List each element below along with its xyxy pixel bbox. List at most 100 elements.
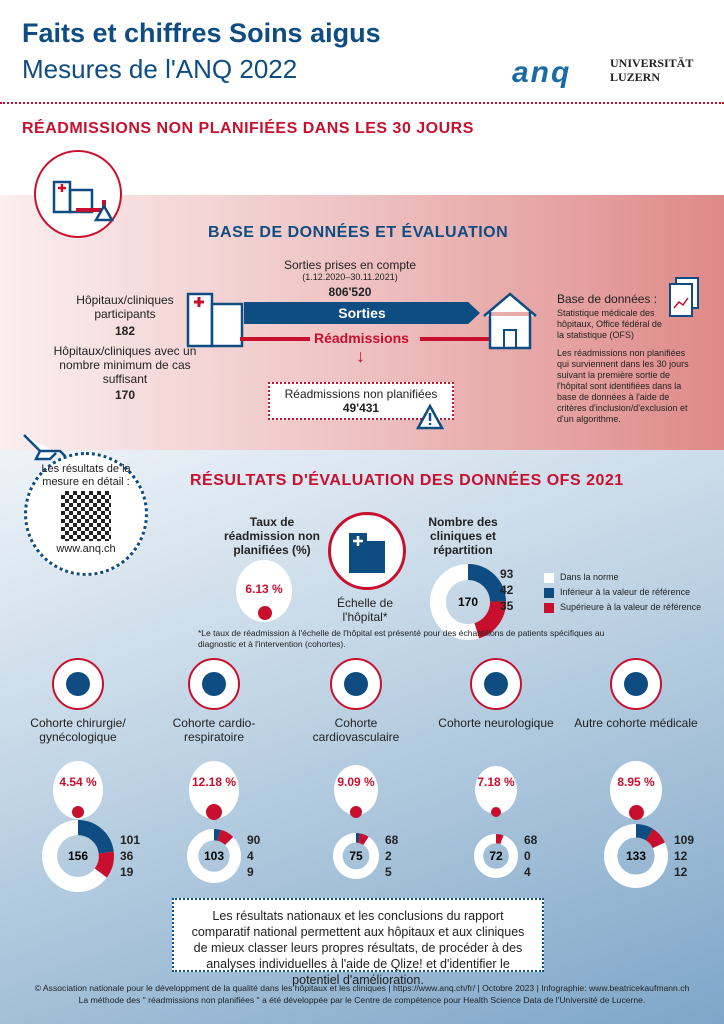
hand-pointer-icon: [20, 425, 72, 469]
qr-panel[interactable]: Les résultats de la mesure en détail : w…: [24, 452, 148, 576]
cohort-values: 101 36 19: [120, 832, 140, 880]
cohort-1-total: 103: [204, 849, 224, 863]
cohort-donut: 75: [331, 831, 381, 886]
cohort-0-segment-above: [94, 851, 114, 878]
cohort-0-segment-norm: [42, 820, 107, 892]
sorties-label: Sorties prises en compte: [283, 258, 417, 272]
value-norm: 68: [524, 833, 538, 847]
cohort-2-total: 75: [349, 849, 363, 863]
value-above: 5: [385, 865, 392, 879]
value-norm: 109: [674, 833, 695, 847]
legend-swatch: [544, 587, 554, 598]
value-below: 2: [385, 849, 392, 863]
legend-item-norm: Dans la norme: [544, 570, 701, 585]
cohort-3-segment-above: [495, 834, 504, 845]
cohort-rate-dot: [628, 804, 644, 820]
qr-url[interactable]: www.anq.ch: [56, 543, 116, 555]
cohort-3-total: 72: [489, 849, 503, 863]
value-norm: 93: [500, 567, 514, 581]
uterus-scalpel-icon: [52, 658, 104, 710]
cohort-donut: 103: [185, 827, 243, 890]
value-norm: 90: [247, 833, 261, 847]
heart-lungs-icon: [188, 658, 240, 710]
footer-line1: © Association nationale pour le développ…: [34, 983, 690, 993]
main-segment-below: [467, 564, 506, 603]
cohort-3-donut-svg: 72: [474, 834, 518, 878]
main-segment-above: [473, 601, 506, 639]
hospital-warning-icon: [34, 150, 122, 238]
rate-dot: [258, 606, 272, 620]
cohort-rate-dot: [350, 806, 362, 818]
value-norm: 68: [385, 833, 399, 847]
db-title: Base de données :: [557, 292, 658, 306]
house-icon: [483, 292, 537, 350]
cohort-values: 90 4 9: [247, 832, 260, 880]
value-above: 9: [247, 865, 254, 879]
period: (1.12.2020–30.11.2021): [302, 272, 398, 282]
cohort-label: Autre cohorte médicale: [574, 716, 698, 730]
cohort-values: 109 12 12: [674, 832, 694, 880]
heart-icon: [330, 658, 382, 710]
value-above: 4: [524, 865, 531, 879]
sorties-value: 806'520: [328, 285, 372, 299]
cohort-0-total: 156: [68, 849, 88, 863]
page-title: Faits et chiffres Soins aigus: [22, 18, 381, 48]
cohort-values: 68 2 5: [385, 832, 398, 880]
brain-icon: [470, 658, 522, 710]
value-above: 19: [120, 865, 134, 879]
rate-title: Taux de réadmission non planifiées (%): [223, 515, 321, 557]
unplanned-label: Réadmissions non planifiées: [284, 387, 438, 401]
unplanned-value: 49'431: [342, 401, 380, 415]
cohort-1-donut-svg: 103: [187, 829, 241, 883]
readmissions-line-right: [420, 337, 490, 341]
db-text: Les réadmissions non planifiées qui surv…: [557, 348, 689, 424]
cohort-rate-dot: [72, 806, 84, 818]
db-source: Statistique médicale des hôpitaux, Offic…: [557, 308, 662, 340]
cohort-label: Cohorte chirurgie/ gynécologique: [30, 716, 126, 744]
cohort-rate-dot: [206, 804, 222, 820]
main-segment-norm: [430, 564, 480, 640]
unplanned-box: Réadmissions non planifiées 49'431: [268, 382, 454, 420]
cohort-label: Cohorte neurologique: [438, 716, 554, 730]
cohort-rate: 9.09 %: [337, 775, 375, 789]
min-cases-label: Hôpitaux/cliniques avec un nombre minimu…: [53, 344, 197, 386]
info-box: Les résultats nationaux et les conclusio…: [172, 898, 544, 987]
down-arrow-icon: ↓: [356, 346, 365, 366]
cohort-1-segment-above: [217, 829, 234, 846]
cohort-donut: 72: [472, 832, 520, 885]
legend-swatch: [544, 602, 554, 613]
main-donut-values: 93 42 35: [500, 566, 513, 614]
cohort-rate: 8.95 %: [617, 775, 655, 789]
cohort-2-donut-svg: 75: [333, 833, 379, 879]
legend-label: Inférieur à la valeur de référence: [560, 587, 691, 597]
legend-item-above: Supérieure à la valeur de référence: [544, 600, 701, 615]
value-below: 4: [247, 849, 254, 863]
value-below: 12: [674, 849, 688, 863]
university-logo: UNIVERSITÄT LUZERN: [610, 56, 694, 84]
cohort-values: 68 0 4: [524, 832, 537, 880]
hospital-scale-icon: [328, 512, 406, 590]
cohort-3-segment-norm: [474, 834, 518, 878]
cohort-label: Cohorte cardiovasculaire: [312, 716, 400, 744]
cohort-donut: 156: [40, 818, 116, 899]
page-subtitle: Mesures de l'ANQ 2022: [22, 54, 298, 84]
legend-swatch: [544, 572, 554, 583]
cohort-4-segment-norm: [604, 824, 668, 888]
section-subtitle-database: BASE DE DONNÉES ET ÉVALUATION: [208, 224, 509, 241]
cohort-rate-bubble: [475, 766, 517, 814]
cohort-1-segment-below: [213, 829, 221, 841]
participants-label: Hôpitaux/cliniques participants: [76, 293, 174, 321]
cohort-label: Cohorte cardio-respiratoire: [172, 716, 256, 744]
divider: [0, 102, 724, 104]
qr-label: Les résultats de la mesure en détail :: [41, 463, 131, 488]
participants-value: 182: [114, 324, 136, 338]
value-below: 0: [524, 849, 531, 863]
cohort-2-segment-above: [357, 833, 369, 846]
cohort-1-segment-norm: [187, 829, 241, 883]
legend-label: Dans la norme: [560, 572, 619, 582]
hospital-icon: [186, 292, 244, 348]
cohort-0-donut-svg: 156: [42, 820, 114, 892]
anq-logo: anq: [512, 56, 572, 89]
legend-item-below: Inférieur à la valeur de référence: [544, 585, 701, 600]
qr-code[interactable]: [61, 491, 111, 541]
